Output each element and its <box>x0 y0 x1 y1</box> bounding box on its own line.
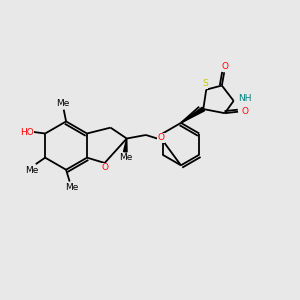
Text: O: O <box>102 163 109 172</box>
Text: Me: Me <box>56 99 70 108</box>
Text: Me: Me <box>119 153 133 162</box>
Polygon shape <box>181 107 205 123</box>
Text: HO: HO <box>20 128 34 136</box>
Text: Me: Me <box>65 184 78 193</box>
Polygon shape <box>124 139 127 152</box>
Text: O: O <box>158 133 165 142</box>
Text: O: O <box>221 62 228 71</box>
Text: O: O <box>241 107 248 116</box>
Text: Me: Me <box>25 166 39 175</box>
Text: NH: NH <box>238 94 252 103</box>
Text: S: S <box>202 79 208 88</box>
